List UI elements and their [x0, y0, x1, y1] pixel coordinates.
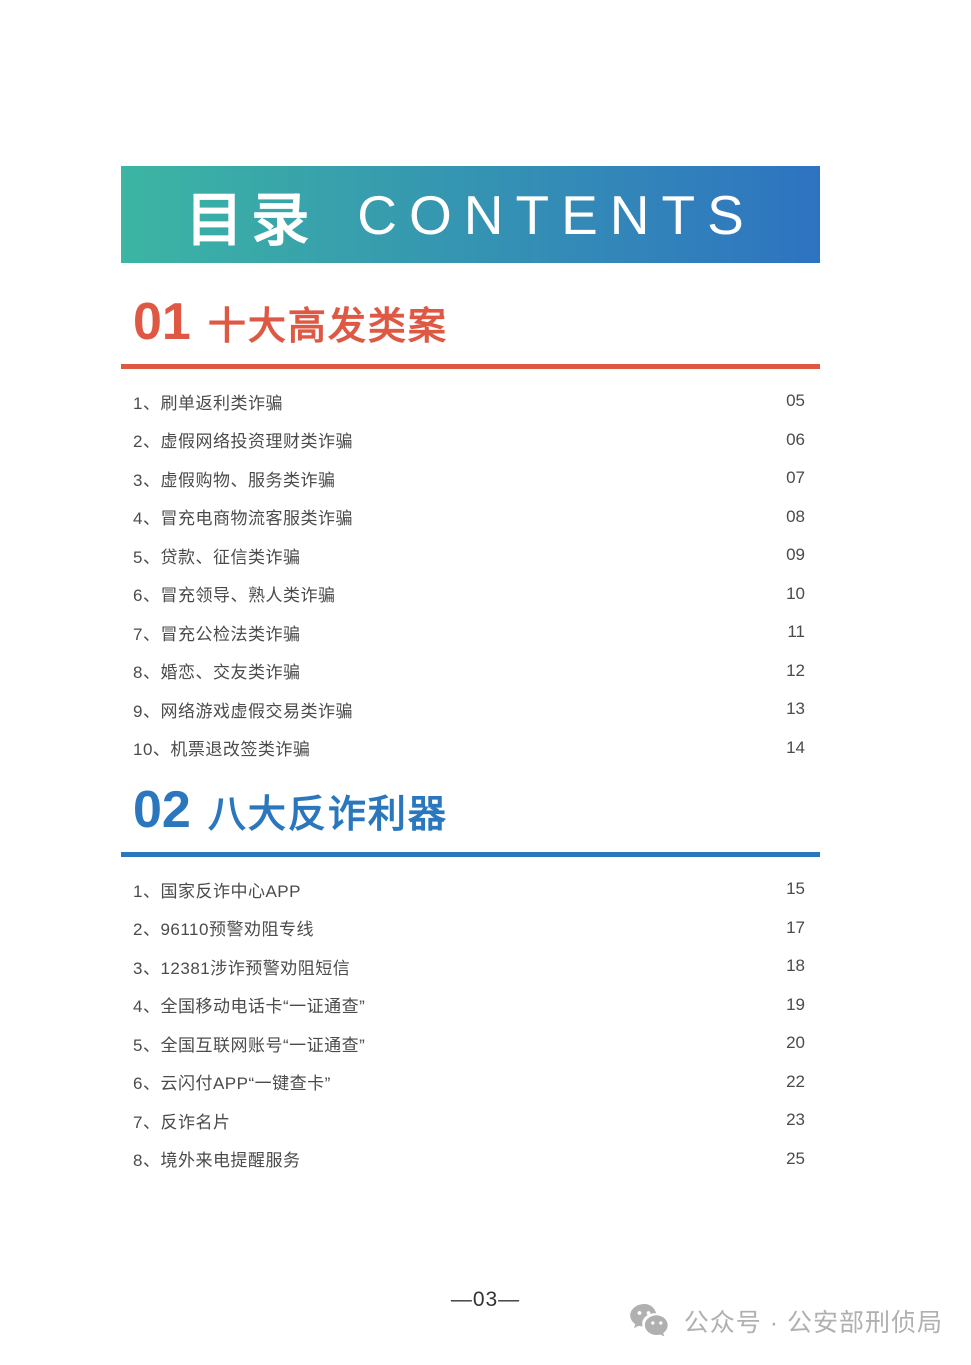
- toc-item-label: 1、国家反诈中心APP: [133, 881, 301, 901]
- toc-item-label: 4、全国移动电话卡“一证通查”: [133, 997, 366, 1017]
- toc-item-page: 19: [786, 994, 805, 1014]
- banner-title-zh: 目录: [185, 187, 318, 253]
- toc-row: 6、云闪付APP“一键查卡” 22: [121, 1063, 820, 1102]
- wechat-icon: [629, 1303, 673, 1339]
- toc-item-label: 2、96110预警劝阻专线: [133, 920, 314, 940]
- toc-item-label: 7、冒充公检法类诈骗: [133, 624, 301, 644]
- toc-item-label: 6、冒充领导、熟人类诈骗: [133, 586, 336, 606]
- toc-item-label: 3、虚假购物、服务类诈骗: [133, 470, 336, 490]
- toc-list-tools: 1、国家反诈中心APP 15 2、96110预警劝阻专线 17 3、12381涉…: [121, 870, 820, 1178]
- toc-item-page: 06: [786, 429, 805, 449]
- toc-row: 3、虚假购物、服务类诈骗 07: [121, 459, 820, 498]
- toc-row: 4、全国移动电话卡“一证通查” 19: [121, 986, 820, 1025]
- section-rule: [121, 364, 820, 369]
- toc-item-page: 12: [786, 660, 805, 680]
- toc-item-page: 20: [786, 1033, 805, 1053]
- toc-item-page: 07: [786, 468, 805, 488]
- watermark-text: 公众号 · 公安部刑侦局: [683, 1309, 943, 1337]
- toc-row: 3、12381涉诈预警劝阻短信 18: [121, 947, 820, 986]
- toc-list-cases: 1、刷单返利类诈骗 05 2、虚假网络投资理财类诈骗 06 3、虚假购物、服务类…: [121, 382, 820, 767]
- section-header: 01 十大高发类案: [121, 293, 820, 358]
- toc-item-label: 10、机票退改签类诈骗: [133, 740, 311, 760]
- toc-item-page: 25: [786, 1148, 805, 1168]
- toc-item-label: 5、全国互联网账号“一证通查”: [133, 1035, 366, 1055]
- toc-row: 4、冒充电商物流客服类诈骗 08: [121, 498, 820, 537]
- toc-item-page: 05: [786, 391, 805, 411]
- toc-row: 5、全国互联网账号“一证通查” 20: [121, 1024, 820, 1063]
- page-number: —03—: [450, 1288, 521, 1311]
- toc-item-page: 11: [787, 622, 805, 642]
- section-title: 八大反诈利器: [207, 794, 448, 836]
- toc-item-label: 3、12381涉诈预警劝阻短信: [133, 958, 351, 978]
- toc-item-label: 9、网络游戏虚假交易类诈骗: [133, 701, 353, 721]
- toc-item-label: 8、婚恋、交友类诈骗: [133, 663, 301, 683]
- toc-item-label: 6、云闪付APP“一键查卡”: [133, 1074, 331, 1094]
- section-title: 十大高发类案: [207, 306, 448, 348]
- toc-row: 9、网络游戏虚假交易类诈骗 13: [121, 690, 820, 729]
- toc-row: 5、贷款、征信类诈骗 09: [121, 536, 820, 575]
- toc-item-label: 1、刷单返利类诈骗: [133, 393, 283, 413]
- toc-row: 7、冒充公检法类诈骗 11: [121, 613, 820, 652]
- toc-item-page: 10: [786, 583, 805, 603]
- toc-row: 8、婚恋、交友类诈骗 12: [121, 652, 820, 691]
- toc-row: 1、刷单返利类诈骗 05: [121, 382, 820, 421]
- toc-row: 7、反诈名片 23: [121, 1101, 820, 1140]
- toc-item-page: 08: [786, 506, 805, 526]
- contents-banner: 目录 CONTENTS: [121, 166, 820, 263]
- toc-item-label: 5、贷款、征信类诈骗: [133, 547, 301, 567]
- watermark: 公众号 · 公安部刑侦局: [629, 1303, 943, 1339]
- toc-item-page: 13: [786, 699, 805, 719]
- toc-item-label: 4、冒充电商物流客服类诈骗: [133, 509, 353, 529]
- toc-item-page: 17: [786, 917, 805, 937]
- toc-row: 2、96110预警劝阻专线 17: [121, 909, 820, 948]
- toc-item-label: 8、境外来电提醒服务: [133, 1151, 301, 1171]
- toc-item-page: 22: [786, 1071, 805, 1091]
- toc-row: 6、冒充领导、熟人类诈骗 10: [121, 575, 820, 614]
- section-anti-fraud-tools: 02 八大反诈利器 1、国家反诈中心APP 15 2、96110预警劝阻专线 1…: [121, 781, 820, 1178]
- toc-item-page: 14: [786, 737, 805, 757]
- toc-item-page: 09: [786, 545, 805, 565]
- toc-item-page: 23: [786, 1110, 805, 1130]
- section-top-ten-cases: 01 十大高发类案 1、刷单返利类诈骗 05 2、虚假网络投资理财类诈骗 06 …: [121, 293, 820, 767]
- toc-item-page: 18: [786, 956, 805, 976]
- section-number: 02: [133, 781, 191, 839]
- section-header: 02 八大反诈利器: [121, 781, 820, 846]
- toc-item-page: 15: [786, 879, 805, 899]
- toc-row: 1、国家反诈中心APP 15: [121, 870, 820, 909]
- toc-item-label: 7、反诈名片: [133, 1112, 231, 1132]
- toc-row: 2、虚假网络投资理财类诈骗 06: [121, 421, 820, 460]
- toc-row: 10、机票退改签类诈骗 14: [121, 729, 820, 768]
- toc-row: 8、境外来电提醒服务 25: [121, 1140, 820, 1179]
- section-rule: [121, 852, 820, 857]
- toc-item-label: 2、虚假网络投资理财类诈骗: [133, 432, 353, 452]
- section-number: 01: [133, 293, 191, 351]
- banner-title-en: CONTENTS: [357, 183, 756, 246]
